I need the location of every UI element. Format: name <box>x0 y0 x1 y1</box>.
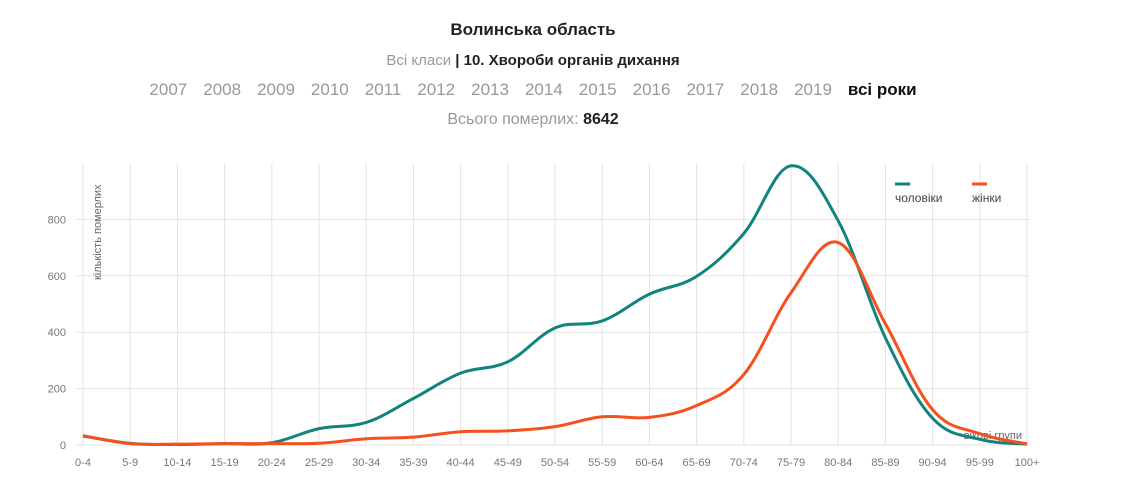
legend-label: чоловіки <box>895 191 942 205</box>
y-tick-label: 600 <box>48 271 66 283</box>
page-title: Волинська область <box>450 20 616 39</box>
x-tick-label: 40-44 <box>447 457 475 469</box>
y-tick-label: 400 <box>48 327 66 339</box>
x-tick-label: 50-54 <box>541 457 569 469</box>
year-2011[interactable]: 2011 <box>364 80 402 99</box>
year-2008[interactable]: 2008 <box>203 80 242 99</box>
x-tick-label: 90-94 <box>919 457 947 469</box>
selected-class: | 10. Хвороби органів дихання <box>455 52 680 69</box>
x-tick-label: 0-4 <box>75 457 91 469</box>
x-tick-label: 30-34 <box>352 457 380 469</box>
y-tick-label: 0 <box>60 440 66 452</box>
series-line-female <box>82 240 1028 446</box>
all-classes-link[interactable]: Всі класи <box>386 52 452 69</box>
year-2009[interactable]: 2009 <box>257 80 295 99</box>
year-2010[interactable]: 2010 <box>310 80 349 99</box>
x-tick-label: 95-99 <box>966 457 994 469</box>
total-label: Всього померлих: <box>447 111 579 128</box>
x-tick-label: 60-64 <box>635 457 663 469</box>
x-tick-label: 65-69 <box>683 457 711 469</box>
x-tick-label: 55-59 <box>588 457 616 469</box>
total-value: 8642 <box>583 111 619 128</box>
x-tick-label: 25-29 <box>305 457 333 469</box>
legend-label: жінки <box>972 191 1001 205</box>
total-deaths: Всього померлих: 8642 <box>0 111 1066 129</box>
year-2012[interactable]: 2012 <box>417 80 456 99</box>
x-tick-label: 20-24 <box>258 457 286 469</box>
year-2019[interactable]: 2019 <box>794 80 832 99</box>
year-2007[interactable]: 2007 <box>149 80 188 99</box>
x-tick-label: 85-89 <box>871 457 899 469</box>
x-tick-label: 70-74 <box>730 457 758 469</box>
x-tick-label: 10-14 <box>163 457 191 469</box>
year-2016[interactable]: 2016 <box>632 80 671 99</box>
x-tick-label: 5-9 <box>122 457 138 469</box>
class-breadcrumb: Всі класи | 10. Хвороби органів дихання <box>0 52 1066 69</box>
x-tick-label: 35-39 <box>399 457 427 469</box>
x-tick-label: 80-84 <box>824 457 852 469</box>
x-tick-label: 45-49 <box>494 457 522 469</box>
x-tick-label: 75-79 <box>777 457 805 469</box>
x-tick-label: 15-19 <box>211 457 239 469</box>
x-tick-label: 100+ <box>1015 457 1040 469</box>
y-axis-label: кількість померлих <box>92 184 104 280</box>
year-2015[interactable]: 2015 <box>578 80 617 99</box>
y-tick-label: 800 <box>48 214 66 226</box>
year-всі-роки[interactable]: всі роки <box>847 80 917 99</box>
year-2013[interactable]: 2013 <box>471 80 509 99</box>
year-selector: 2007 2008 2009 2010 2011 2012 2013 2014 2015 2016… <box>0 80 1066 100</box>
y-tick-label: 200 <box>48 384 66 396</box>
year-2014[interactable]: 2014 <box>524 80 563 99</box>
year-2017[interactable]: 2017 <box>686 80 725 99</box>
year-2018[interactable]: 2018 <box>740 80 779 99</box>
